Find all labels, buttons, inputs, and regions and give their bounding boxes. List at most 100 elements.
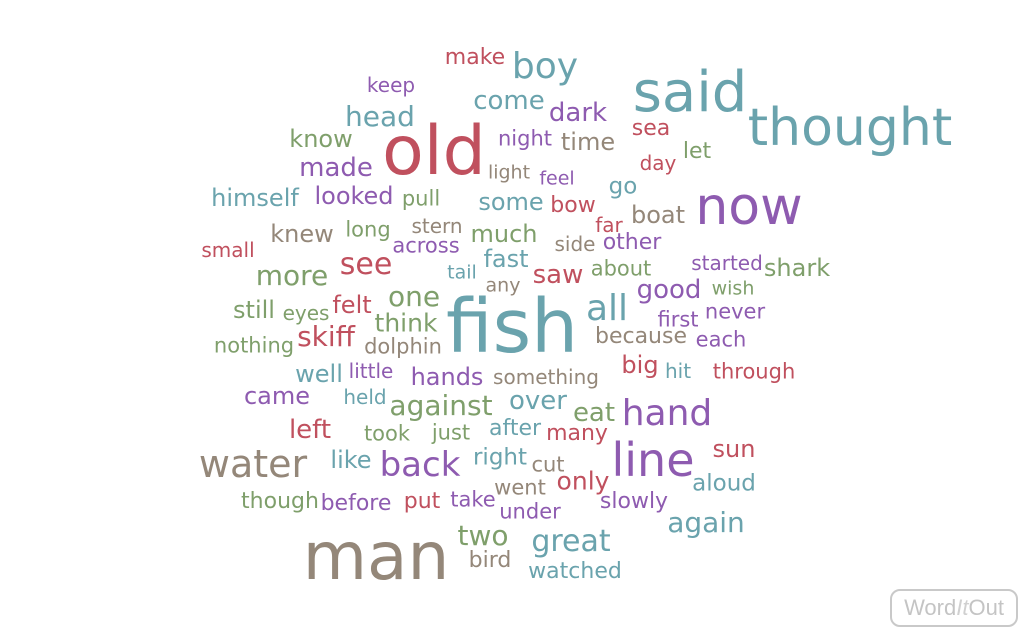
word-shark: shark <box>763 254 831 282</box>
logo-it: It <box>956 595 969 620</box>
word-good: good <box>636 275 702 305</box>
word-cut: cut <box>531 452 565 477</box>
word-just: just <box>431 420 471 445</box>
word-saw: saw <box>532 260 584 290</box>
word-left: left <box>288 415 332 445</box>
word-fast: fast <box>483 245 529 273</box>
word-took: took <box>363 421 411 446</box>
word-again: again <box>667 506 745 539</box>
word-great: great <box>531 524 611 559</box>
word-boat: boat <box>630 201 686 229</box>
word-little: little <box>348 359 394 383</box>
word-side: side <box>554 232 596 256</box>
word-felt: felt <box>332 291 372 319</box>
word-old: old <box>382 112 486 191</box>
word-line: line <box>611 433 695 487</box>
word-wish: wish <box>711 277 755 300</box>
word-each: each <box>695 327 747 352</box>
word-night: night <box>497 126 553 151</box>
word-hit: hit <box>664 359 692 383</box>
word-long: long <box>345 217 391 242</box>
word-across: across <box>392 233 460 258</box>
word-stern: stern <box>411 214 463 238</box>
word-started: started <box>691 251 763 275</box>
word-against: against <box>389 389 493 422</box>
word-make: make <box>444 45 506 70</box>
word-though: though <box>241 489 319 514</box>
word-under: under <box>499 499 561 524</box>
word-about: about <box>590 256 652 281</box>
word-through: through <box>712 359 796 384</box>
word-dark: dark <box>548 98 608 128</box>
word-like: like <box>330 446 372 474</box>
word-let: let <box>682 139 712 164</box>
word-eat: eat <box>572 398 616 428</box>
word-put: put <box>403 489 441 514</box>
word-one: one <box>387 280 441 313</box>
word-still: still <box>233 296 275 324</box>
word-man: man <box>302 518 450 595</box>
word-well: well <box>295 360 343 388</box>
word-came: came <box>243 382 311 410</box>
word-fish: fish <box>445 284 579 370</box>
word-eyes: eyes <box>282 301 330 325</box>
word-sun: sun <box>712 435 756 463</box>
word-watched: watched <box>528 559 622 584</box>
word-time: time <box>560 128 616 156</box>
word-only: only <box>556 466 610 496</box>
word-see: see <box>339 247 393 282</box>
word-skiff: skiff <box>297 320 355 353</box>
word-right: right <box>472 444 528 471</box>
word-said: said <box>632 60 748 125</box>
word-nothing: nothing <box>213 333 295 358</box>
word-far: far <box>595 213 623 237</box>
wordit-out-logo[interactable]: Word It Out <box>890 589 1018 627</box>
word-light: light <box>487 161 531 184</box>
word-knew: knew <box>270 220 334 248</box>
word-went: went <box>494 475 546 500</box>
word-over: over <box>509 386 567 416</box>
word-himself: himself <box>211 184 299 212</box>
word-two: two <box>457 519 509 552</box>
word-sea: sea <box>631 116 671 141</box>
word-pull: pull <box>401 186 441 211</box>
word-much: much <box>470 220 538 248</box>
word-think: think <box>374 308 438 338</box>
word-some: some <box>478 188 544 216</box>
word-now: now <box>695 177 803 237</box>
logo-out: Out <box>968 595 1004 620</box>
word-something: something <box>493 365 599 389</box>
word-many: many <box>546 421 608 446</box>
word-feel: feel <box>539 167 575 190</box>
word-bird: bird <box>468 548 512 573</box>
word-aloud: aloud <box>692 470 756 497</box>
word-tail: tail <box>447 261 477 284</box>
word-come: come <box>473 86 545 116</box>
word-dolphin: dolphin <box>364 334 442 359</box>
word-before: before <box>320 491 392 516</box>
logo-word: Word <box>904 595 957 620</box>
word-held: held <box>343 385 387 409</box>
word-all: all <box>585 288 629 329</box>
word-hands: hands <box>410 363 484 391</box>
word-keep: keep <box>366 73 416 97</box>
word-never: never <box>704 299 766 324</box>
word-looked: looked <box>314 182 394 210</box>
word-day: day <box>639 151 677 175</box>
word-boy: boy <box>511 46 579 87</box>
word-hand: hand <box>621 393 713 434</box>
word-take: take <box>450 487 496 512</box>
word-small: small <box>201 238 255 262</box>
word-thought: thought <box>747 98 953 158</box>
word-other: other <box>602 230 662 255</box>
word-made: made <box>299 153 373 183</box>
word-because: because <box>594 324 688 349</box>
word-bow: bow <box>550 193 596 218</box>
word-after: after <box>488 416 542 441</box>
word-know: know <box>289 125 353 153</box>
word-big: big <box>621 351 659 379</box>
word-water: water <box>198 442 308 486</box>
word-head: head <box>345 100 415 133</box>
word-back: back <box>379 445 461 485</box>
